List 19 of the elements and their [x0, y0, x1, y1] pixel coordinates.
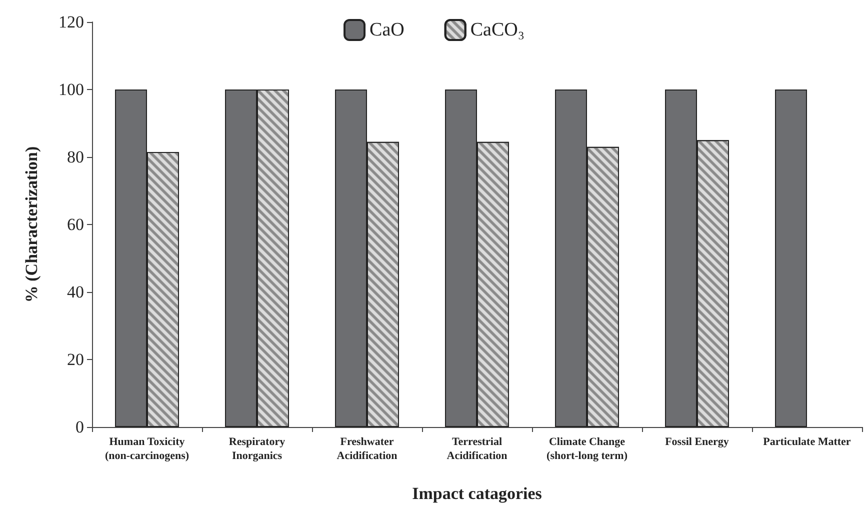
x-tick-label: Respiratory Inorganics — [228, 436, 286, 462]
y-tick-label: 60 — [67, 215, 84, 234]
y-axis-title: % (Characterization) — [22, 146, 41, 303]
y-tick-label: 80 — [67, 148, 84, 166]
x-tick-label: Terrestrial Acidification — [446, 436, 508, 462]
x-tick-label: Human Toxicity (non-carcinogens) — [104, 436, 190, 462]
bar — [775, 90, 807, 427]
y-tick-label: 20 — [67, 350, 84, 369]
x-axis-title: Impact catagories — [412, 484, 542, 503]
x-tick-label: Particulate Matter — [763, 436, 851, 448]
legend-label: CaO — [370, 20, 404, 40]
y-tick-label: 120 — [58, 12, 84, 32]
legend-label: CaCO₃ — [470, 20, 524, 40]
y-tick-label: 100 — [58, 80, 84, 99]
x-tick-label: Fossil Energy — [665, 436, 730, 448]
x-tick-label: Climate Change (short-long term) — [546, 436, 628, 462]
x-tick-label: Freshwater Acidification — [336, 436, 398, 462]
y-tick-label: 40 — [67, 282, 84, 302]
y-tick-label: 0 — [76, 418, 84, 436]
